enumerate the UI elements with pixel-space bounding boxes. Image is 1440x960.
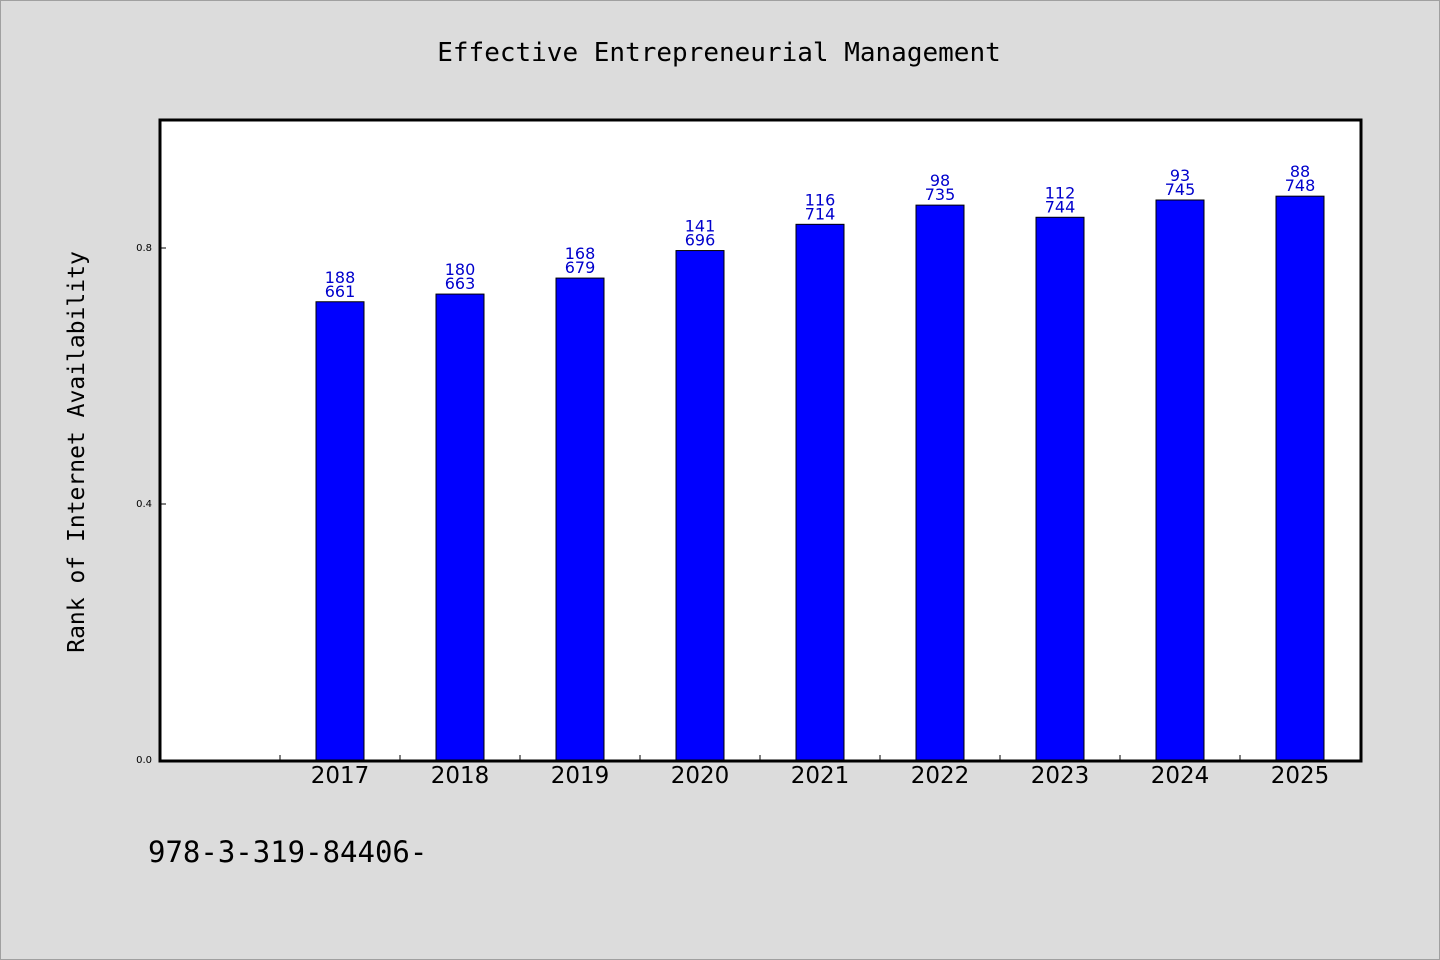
y-tick-label: 0.8: [136, 243, 152, 254]
bar-2025: [1275, 195, 1325, 761]
bar-2021: [795, 223, 845, 761]
bar-2017: [315, 301, 365, 761]
bar-label-top-2024: 93: [1170, 166, 1190, 185]
bar-label-bottom-2021: 714: [805, 204, 836, 223]
x-tick-label-2019: 2019: [551, 763, 610, 789]
bar-label-top-2022: 98: [930, 171, 950, 190]
x-tick-label-2017: 2017: [311, 763, 370, 789]
x-tick-label-2024: 2024: [1151, 763, 1210, 789]
bar-label-bottom-2018: 663: [445, 274, 476, 293]
x-ticks-group: 2017 2018 2019 2020 2021 2022 2023 2024 2025: [279, 755, 1330, 789]
footer-text: 978-3-319-84406-: [148, 835, 427, 869]
plot-border: [158, 118, 1363, 763]
bar-label-bottom-2017: 661: [325, 282, 356, 301]
bar-label-bottom-2022: 735: [925, 185, 956, 204]
bar-label-top-2017: 188: [325, 268, 356, 287]
x-tick-label-2023: 2023: [1031, 763, 1090, 789]
bar-label-bottom-2020: 696: [685, 231, 716, 250]
bar-label-bottom-2025: 748: [1285, 176, 1316, 195]
y-axis-label: Rank of Internet Availability: [64, 251, 90, 653]
x-tick-label-2025: 2025: [1271, 763, 1330, 789]
bar-label-bottom-2023: 744: [1045, 197, 1076, 216]
x-tick-label-2018: 2018: [431, 763, 490, 789]
bar-label-top-2018: 180: [445, 260, 476, 279]
bar-label-bottom-2024: 745: [1165, 180, 1196, 199]
bar-label-top-2020: 141: [685, 217, 716, 236]
y-tick-label: 0.0: [136, 755, 152, 766]
chart-title: Effective Entrepreneurial Management: [437, 38, 1001, 68]
bar-2020: [675, 250, 725, 761]
bars-group: [315, 195, 1325, 761]
x-tick-label-2022: 2022: [911, 763, 970, 789]
bar-label-top-2019: 168: [565, 244, 596, 263]
bar-label-bottom-2019: 679: [565, 258, 596, 277]
bar-label-top-2021: 116: [805, 190, 836, 209]
bar-2022: [915, 204, 965, 761]
x-tick-label-2020: 2020: [671, 763, 730, 789]
x-tick-label-2021: 2021: [791, 763, 850, 789]
bar-2024: [1155, 199, 1205, 761]
y-tick-label: 0.4: [136, 499, 152, 510]
bar-2018: [435, 293, 485, 761]
bar-label-top-2023: 112: [1045, 183, 1076, 202]
bar-2023: [1035, 216, 1085, 761]
bar-2019: [555, 277, 605, 761]
bar-label-top-2025: 88: [1290, 162, 1310, 181]
